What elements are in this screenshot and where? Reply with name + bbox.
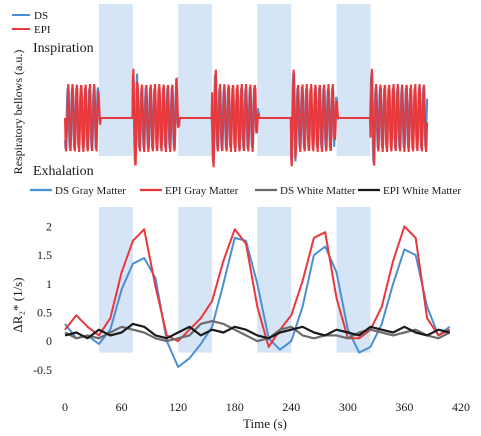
r2-series-line [64, 225, 451, 348]
r2-ytick-label: 1.5 [37, 248, 52, 262]
r2-ytick-label: 2 [46, 219, 52, 233]
r2-xtick-label: 180 [226, 400, 244, 414]
resp-breath-hold-block [178, 4, 213, 156]
r2-ytick-label: 1 [46, 277, 52, 291]
resp-ylabel: Respiratory bellows (a.u.) [11, 50, 25, 175]
r2-panel: DS Gray Matter EPI Gray Matter DS White … [10, 185, 470, 431]
resp-series-line [64, 68, 429, 168]
r2-ytick-label: 0.5 [37, 305, 52, 319]
resp-legend: DS EPI [12, 10, 51, 36]
resp-annotation-bottom: Exhalation [33, 164, 94, 179]
r2-xtick-label: 0 [62, 400, 68, 414]
r2-xtick-label: 240 [282, 400, 300, 414]
r2-xtick-label: 420 [452, 400, 470, 414]
r2-xtick-label: 60 [116, 400, 128, 414]
resp-annotation-top: Inspiration [33, 41, 94, 56]
r2-legend-label-epi-gm: EPI Gray Matter [165, 185, 239, 197]
r2-series-line [64, 236, 451, 368]
r2-legend-label-epi-wm: EPI White Matter [383, 185, 461, 197]
r2-series-line [64, 320, 451, 343]
r2-xtick-label: 300 [339, 400, 357, 414]
r2-ytick-label: -0.5 [33, 363, 52, 377]
r2-legend-label-ds-gm: DS Gray Matter [55, 185, 126, 197]
resp-breath-hold-block [257, 4, 292, 156]
r2-ylabel: ΔR₂* (1/s) [10, 277, 25, 332]
r2-xtick-label: 120 [169, 400, 187, 414]
r2-xtick-label: 360 [395, 400, 413, 414]
r2-breath-hold-block [336, 207, 371, 353]
r2-legend: DS Gray Matter EPI Gray Matter DS White … [30, 185, 461, 197]
resp-legend-label-epi: EPI [34, 24, 51, 36]
r2-series-line [64, 322, 450, 340]
r2-ytick-label: 0 [46, 334, 52, 348]
resp-breath-hold-block [336, 4, 371, 156]
resp-panel: Inspiration Exhalation Respiratory bello… [11, 4, 429, 179]
resp-breath-hold-block [98, 4, 133, 156]
r2-xlabel: Time (s) [243, 416, 287, 431]
r2-legend-label-ds-wm: DS White Matter [280, 185, 356, 197]
resp-legend-label-ds: DS [34, 10, 48, 22]
